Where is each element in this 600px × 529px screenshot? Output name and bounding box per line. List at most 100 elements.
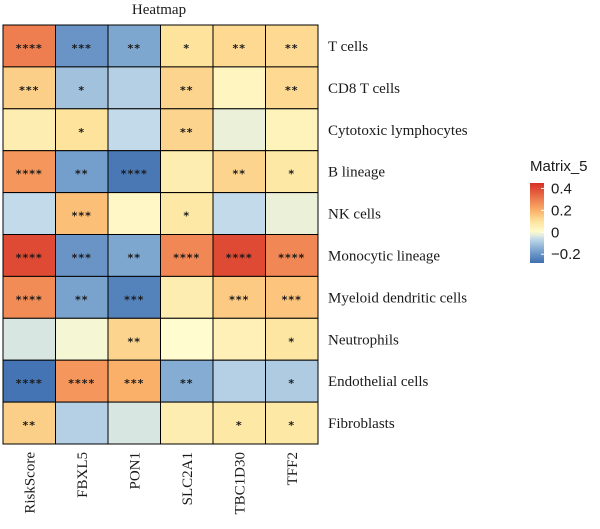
color-legend: Matrix_5 0.4 0.2 0 −0.2: [530, 158, 588, 263]
row-label: Monocytic lineage: [328, 248, 440, 264]
significance-mark: **: [127, 335, 141, 348]
heatmap-cell: [265, 401, 319, 445]
heatmap-cell: [160, 317, 214, 361]
heatmap-cell: [55, 359, 109, 403]
significance-mark: *: [288, 335, 295, 348]
column-label: RiskScore: [22, 452, 38, 514]
heatmap-cell: [212, 275, 266, 319]
significance-mark: **: [180, 84, 194, 97]
significance-mark: **: [22, 419, 36, 432]
column-label: FBXL5: [75, 452, 91, 498]
heatmap-cell: [212, 234, 266, 277]
heatmap-cell: [212, 108, 266, 152]
heatmap-cell: [2, 192, 56, 236]
heatmap-cell: [265, 317, 319, 361]
significance-mark: *: [183, 42, 190, 55]
significance-mark: ***: [72, 210, 92, 223]
significance-mark: **: [232, 42, 246, 55]
heatmap-cell: [265, 150, 319, 194]
heatmap-cell: [265, 192, 319, 236]
row-label: B lineage: [328, 165, 385, 181]
heatmap-cell: [107, 192, 161, 236]
column-label: SLC2A1: [180, 452, 196, 505]
heatmap-cell: [55, 108, 109, 152]
row-label: Endothelial cells: [328, 374, 429, 390]
heatmap-cell: [160, 192, 214, 236]
significance-marks: **** *** ** * ** ***** * ** *** ****** ** **** ** ***…: [16, 42, 305, 432]
heatmap-cell: [55, 192, 109, 236]
heatmap-cell: [212, 192, 266, 236]
chart-title: Heatmap: [131, 2, 187, 18]
significance-mark: *: [288, 419, 295, 432]
heatmap-cell: [107, 150, 161, 194]
heatmap-cell: [160, 401, 214, 445]
legend-tick-label: 0.2: [551, 202, 572, 219]
legend-tick-label: 0: [551, 224, 559, 241]
heatmap-cell: [107, 401, 161, 445]
significance-mark: ***: [72, 251, 92, 264]
heatmap-cell: [212, 317, 266, 361]
heatmap-cell: [107, 317, 161, 361]
heatmap-cell: [160, 66, 214, 110]
row-label: Neutrophils: [328, 332, 399, 348]
significance-mark: ***: [19, 84, 39, 97]
significance-mark: *: [183, 210, 190, 223]
heatmap-cell: [160, 359, 214, 403]
heatmap-cell: [2, 359, 56, 403]
significance-mark: ****: [16, 377, 43, 390]
heatmap-cell: [265, 359, 319, 403]
heatmap-cell: [55, 66, 109, 110]
legend-title: Matrix_5: [530, 158, 588, 175]
heatmap-cell: [2, 66, 56, 110]
significance-mark: ****: [16, 293, 43, 306]
heatmap-cell: [2, 401, 56, 445]
significance-mark: ***: [124, 293, 144, 306]
significance-mark: ****: [68, 377, 95, 390]
row-label: CD8 T cells: [328, 81, 400, 97]
heatmap-cell: [55, 275, 109, 319]
row-label: NK cells: [328, 207, 381, 223]
column-label: TFF2: [285, 452, 301, 485]
heatmap-cell: [160, 275, 214, 319]
significance-mark: **: [75, 293, 89, 306]
heatmap-cell: [55, 150, 109, 194]
column-labels: RiskScore FBXL5 PON1 SLC2A1 TBC1D30 TFF2: [22, 452, 301, 515]
heatmap-cell: [55, 401, 109, 445]
heatmap-cell: [160, 150, 214, 194]
heatmap-cells: [2, 24, 319, 445]
heatmap-cell: [2, 108, 56, 152]
significance-mark: *: [236, 419, 243, 432]
row-label: Myeloid dendritic cells: [328, 290, 467, 306]
significance-mark: *: [288, 377, 295, 390]
significance-mark: ****: [16, 42, 43, 55]
significance-mark: **: [75, 168, 89, 181]
row-labels: T cells CD8 T cells Cytotoxic lymphocytes B…: [328, 39, 468, 432]
heatmap-cell: [107, 275, 161, 319]
heatmap-cell: [265, 108, 319, 152]
significance-mark: **: [232, 168, 246, 181]
significance-mark: *: [78, 84, 85, 97]
heatmap-cell: [55, 317, 109, 361]
heatmap-cell: [2, 317, 56, 361]
significance-mark: ***: [124, 377, 144, 390]
significance-mark: **: [127, 42, 141, 55]
legend-tick-label: −0.2: [551, 246, 581, 263]
row-label: Fibroblasts: [328, 416, 395, 432]
legend-color-bar: [530, 183, 544, 263]
heatmap-cell: [212, 359, 266, 403]
significance-mark: ****: [16, 168, 43, 181]
column-label: PON1: [127, 452, 143, 490]
heatmap-cell: [160, 108, 214, 152]
significance-mark: **: [285, 84, 299, 97]
heatmap-cell: [265, 24, 319, 68]
significance-mark: ****: [16, 251, 43, 264]
significance-mark: *: [78, 126, 85, 139]
row-label: Cytotoxic lymphocytes: [328, 123, 468, 139]
heatmap-cell: [107, 66, 161, 110]
significance-mark: ****: [278, 251, 305, 264]
significance-mark: ****: [173, 251, 200, 264]
significance-mark: ****: [121, 168, 148, 181]
heatmap-cell: [107, 108, 161, 152]
significance-mark: **: [285, 42, 299, 55]
significance-mark: ****: [226, 251, 253, 264]
